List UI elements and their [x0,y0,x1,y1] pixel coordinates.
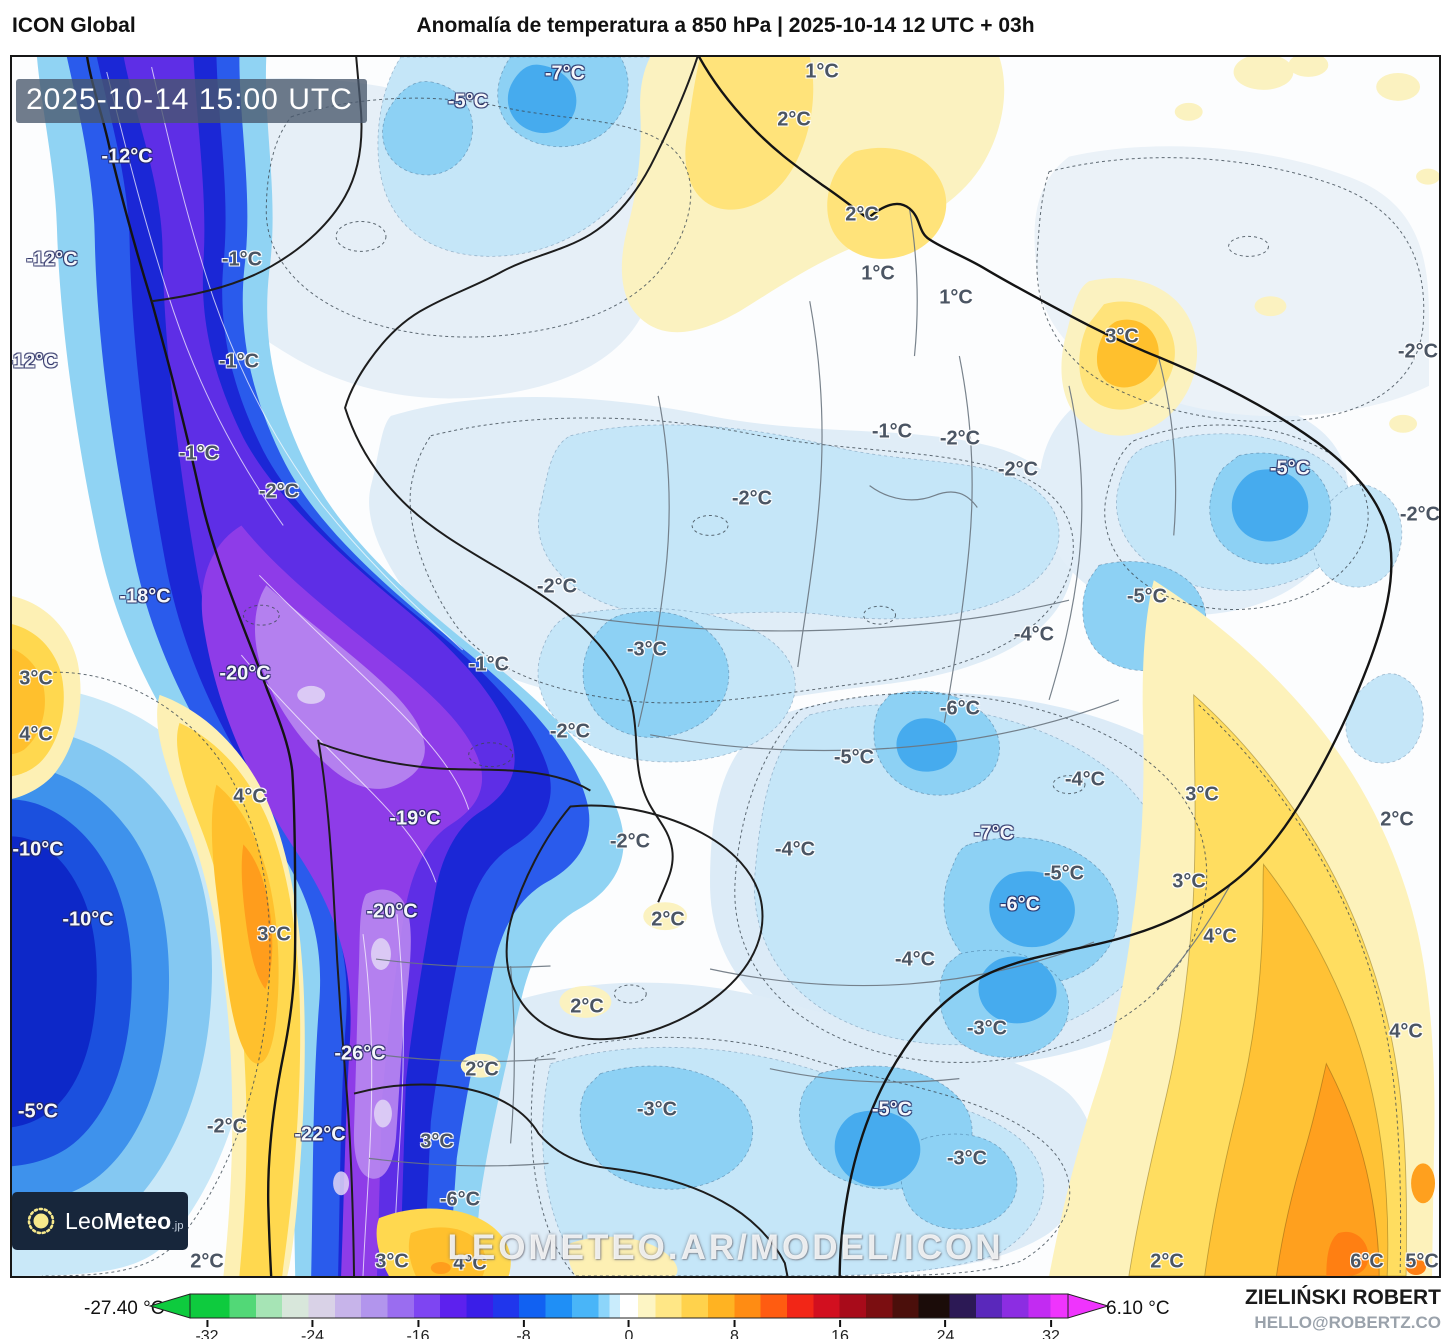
temperature-label: -1°C [218,350,260,373]
leometeo-logo[interactable]: LeoMeteo.jp [12,1192,188,1250]
temperature-label: 1°C [939,286,973,309]
logo-text: LeoMeteo.jp [65,1207,184,1234]
temperature-label: 2°C [651,908,685,931]
temperature-label: -3°C [946,1147,988,1170]
temperature-label: -5°C [1043,862,1085,885]
colorbar-min-value: -27.40 °C [84,1298,165,1319]
temperature-label: 2°C [1380,808,1414,831]
temperature-label: 3°C [19,667,53,690]
temperature-label: -2°C [609,830,651,853]
temperature-label: -5°C [1269,457,1311,480]
temperature-label: -1°C [468,653,510,676]
temperature-label: -1°C [871,420,913,443]
colorbar-tick: -16 [406,1320,430,1339]
colorbar-tick: -8 [516,1320,531,1339]
temperature-label: -12°C [26,248,78,271]
temperature-label: -22°C [294,1123,346,1146]
temperature-label: -2°C [1399,503,1441,526]
anomaly-map [12,57,1439,1276]
temperature-label: -12°C [10,350,58,373]
colorbar-tick: 0 [625,1320,633,1339]
temperature-label: -1°C [221,248,263,271]
watermark: LEOMETEO.AR/MODEL/ICON [447,1228,1004,1267]
temperature-label: 3°C [1185,783,1219,806]
map-canvas[interactable]: 2025-10-14 15:00 UTC -7°C -5°C 1°C 2°C -12°C… [10,55,1441,1278]
temperature-label: -5°C [447,90,489,113]
colorbar-max-value: 6.10 °C [1106,1298,1170,1319]
temperature-label: -5°C [871,1098,913,1121]
temperature-label: 3°C [257,923,291,946]
temperature-label: -3°C [636,1098,678,1121]
temperature-label: 2°C [190,1250,224,1273]
colorbar-tick: 16 [831,1320,849,1339]
temperature-label: 3°C [1172,870,1206,893]
temperature-label: -4°C [1013,623,1055,646]
temperature-label: 4°C [1389,1020,1423,1043]
temperature-label: 4°C [453,1252,487,1275]
temperature-label: -2°C [536,575,578,598]
author-email: HELLO@ROBERTZ.CO [1254,1313,1441,1332]
model-name: ICON Global [12,14,136,37]
colorbar-tick: -24 [301,1320,324,1339]
temperature-label: -5°C [17,1100,59,1123]
temperature-label: -7°C [973,822,1015,845]
temperature-label: 3°C [375,1250,409,1273]
sun-icon [27,1207,55,1235]
temperature-label: -2°C [939,427,981,450]
temperature-label: -2°C [997,458,1039,481]
page-title: Anomalía de temperatura a 850 hPa | 2025… [416,14,1035,37]
temperature-label: -20°C [366,900,418,923]
temperature-label: -6°C [439,1188,481,1211]
temperature-label: 1°C [861,262,895,285]
author-name: ZIELIŃSKI ROBERT [1244,1286,1441,1309]
temperature-label: -6°C [999,893,1041,916]
temperature-label: -2°C [1397,340,1439,363]
colorbar-tick: 32 [1042,1320,1060,1339]
colorbar-tick: 24 [937,1320,954,1339]
temperature-label: 2°C [465,1058,499,1081]
temperature-label: 4°C [1203,925,1237,948]
temperature-label: -3°C [966,1017,1008,1040]
temperature-label: 4°C [19,723,53,746]
temperature-label: 4°C [233,785,267,808]
temperature-label: -18°C [119,585,171,608]
temperature-label: -26°C [334,1042,386,1065]
temperature-label: 5°C [1405,1250,1439,1273]
temperature-label: -10°C [62,908,114,931]
temperature-label: -5°C [833,746,875,769]
temperature-label: -2°C [258,480,300,503]
temperature-label: -20°C [219,662,271,685]
temperature-label: 2°C [1150,1250,1184,1273]
temperature-label: -4°C [774,838,816,861]
temperature-label: 2°C [570,995,604,1018]
temperature-label: -6°C [939,697,981,720]
colorbar-ticks: -32 -24 -16 -8 0 8 16 24 32 [195,1320,1060,1339]
temperature-label: 2°C [845,203,879,226]
temperature-label: -10°C [12,838,64,861]
colorbar-left-arrow [148,1293,191,1319]
temperature-label: -5°C [1126,585,1168,608]
temperature-label: 1°C [805,60,839,83]
temperature-label: -19°C [389,807,441,830]
colorbar: -32 -24 -16 -8 0 8 16 24 32 [148,1293,1112,1339]
temperature-label: -4°C [894,948,936,971]
temperature-label: -1°C [178,442,220,465]
temperature-label: 2°C [777,108,811,131]
colorbar-tick: 8 [730,1320,739,1339]
colorbar-right-arrow [1067,1293,1110,1319]
timestamp-overlay: 2025-10-14 15:00 UTC [16,79,367,123]
temperature-label: -2°C [549,720,591,743]
temperature-label: -4°C [1064,768,1106,791]
colorbar-gradient [148,1293,1110,1319]
temperature-label: -2°C [731,487,773,510]
temperature-label: 3°C [1105,325,1139,348]
temperature-label: 3°C [420,1130,454,1153]
colorbar-tick: -32 [195,1320,219,1339]
temperature-label: -7°C [544,62,586,85]
temperature-label: -3°C [626,638,668,661]
temperature-label: 6°C [1350,1250,1384,1273]
temperature-label: -2°C [206,1115,248,1138]
temperature-label: -12°C [101,145,153,168]
